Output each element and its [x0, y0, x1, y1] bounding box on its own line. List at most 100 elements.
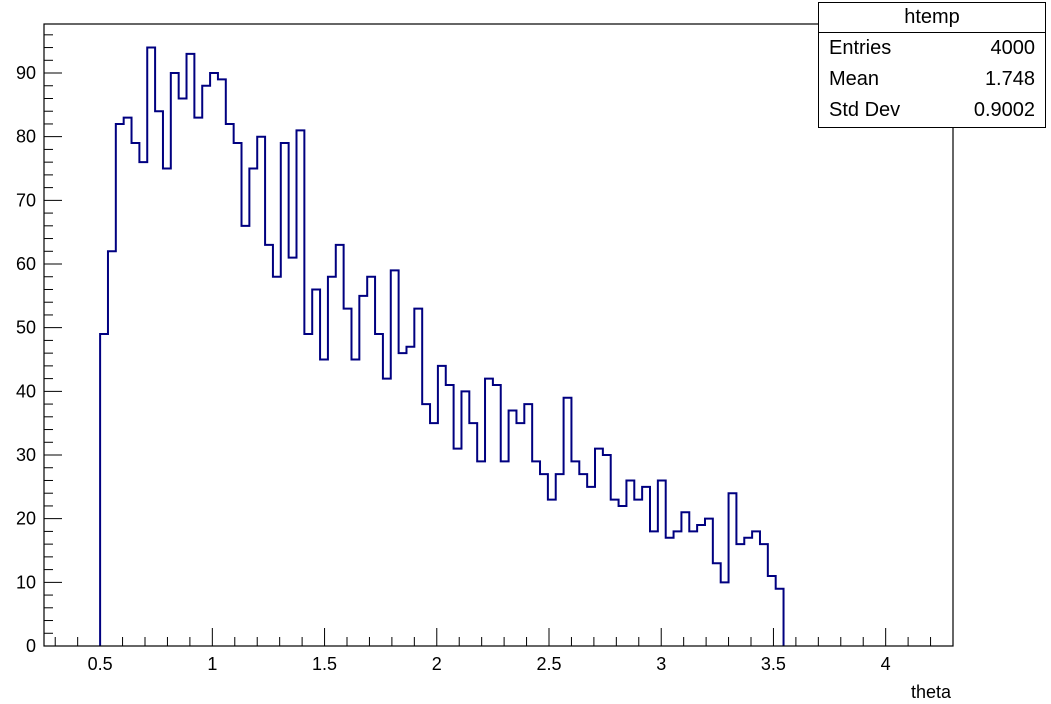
histogram-bin — [265, 245, 273, 646]
histogram-bin — [595, 449, 603, 646]
histogram-bin — [328, 277, 336, 646]
x-tick-label: 3.5 — [761, 654, 786, 674]
histogram-bin — [666, 538, 674, 646]
histogram-bin — [171, 73, 179, 646]
histogram-bin — [713, 563, 721, 646]
histogram-bin — [139, 162, 147, 646]
stats-row-entries: Entries 4000 — [819, 33, 1045, 64]
stats-row-mean: Mean 1.748 — [819, 64, 1045, 95]
histogram-bin — [422, 404, 430, 646]
stats-stddev-label: Std Dev — [829, 99, 901, 121]
histogram-bin — [281, 143, 289, 646]
histogram-bin — [249, 169, 257, 646]
histogram-bin — [218, 79, 226, 646]
histogram-bin — [509, 410, 517, 646]
x-tick-label: 4 — [881, 654, 891, 674]
histogram-bin — [579, 474, 587, 646]
histogram-bin — [477, 461, 485, 646]
histogram-bin — [752, 531, 760, 646]
histogram-bin — [461, 391, 469, 646]
x-tick-label: 2.5 — [536, 654, 561, 674]
histogram-bin — [532, 461, 540, 646]
histogram-bin — [564, 398, 572, 646]
histogram-bin — [391, 270, 399, 646]
histogram-bin — [242, 226, 250, 646]
histogram-bin — [603, 455, 611, 646]
histogram-bin — [202, 86, 210, 646]
histogram-bin — [383, 379, 391, 646]
histogram-bin — [406, 347, 414, 646]
histogram-bin — [108, 251, 116, 646]
stats-row-stddev: Std Dev 0.9002 — [819, 95, 1045, 126]
histogram-bin — [312, 289, 320, 646]
stats-box: htemp Entries 4000 Mean 1.748 Std Dev 0.… — [818, 2, 1046, 128]
histogram-bin — [187, 54, 195, 646]
histogram-bin — [697, 525, 705, 646]
histogram-bin — [273, 277, 281, 646]
histogram-bin — [650, 531, 658, 646]
histogram-bin — [485, 379, 493, 646]
y-tick-label: 0 — [26, 636, 36, 656]
plot-frame — [43, 23, 954, 647]
histogram-bin — [587, 487, 595, 646]
y-tick-label: 60 — [16, 254, 36, 274]
histogram-bin — [611, 500, 619, 646]
stats-entries-value: 4000 — [990, 37, 1036, 59]
histogram-bin — [304, 334, 312, 646]
histogram-bin — [729, 493, 737, 646]
histogram-bin — [626, 480, 634, 646]
histogram-bin — [469, 423, 477, 646]
histogram-bin — [155, 111, 163, 646]
histogram-bin — [516, 423, 524, 646]
y-tick-label: 20 — [16, 509, 36, 529]
histogram-bin — [234, 143, 242, 646]
histogram-bin — [297, 130, 305, 646]
histogram-bin — [194, 118, 202, 646]
histogram-bin — [571, 461, 579, 646]
histogram-bin — [375, 334, 383, 646]
histogram-bin — [674, 531, 682, 646]
histogram-bin — [760, 544, 768, 646]
histogram-bin — [351, 360, 359, 646]
histogram-bin — [768, 576, 776, 646]
y-tick-label: 70 — [16, 190, 36, 210]
stats-entries-label: Entries — [829, 37, 892, 59]
x-tick-label: 2 — [432, 654, 442, 674]
stats-mean-label: Mean — [829, 68, 880, 90]
histogram-bin — [257, 137, 265, 646]
x-axis-title: theta — [911, 682, 952, 702]
histogram-bin — [681, 512, 689, 646]
histogram-bin — [179, 98, 187, 646]
histogram-bin — [556, 474, 564, 646]
histogram-bin — [226, 124, 234, 646]
histogram-bin — [320, 360, 328, 646]
histogram-bin — [642, 487, 650, 646]
stats-title: htemp — [819, 3, 1045, 33]
histogram-bin — [540, 474, 548, 646]
histogram-bin — [524, 404, 532, 646]
x-tick-label: 1.5 — [312, 654, 337, 674]
histogram-bin — [100, 334, 108, 646]
histogram-bin — [776, 589, 784, 646]
histogram-bin — [721, 582, 729, 646]
histogram-bin — [548, 500, 556, 646]
histogram-bin — [689, 531, 697, 646]
histogram-bin — [446, 385, 454, 646]
histogram-bin — [493, 385, 501, 646]
x-tick-label: 1 — [207, 654, 217, 674]
x-tick-label: 3 — [656, 654, 666, 674]
y-tick-label: 30 — [16, 445, 36, 465]
histogram-bin — [438, 366, 446, 646]
histogram-bin — [289, 258, 297, 646]
histogram-bin — [658, 480, 666, 646]
histogram-bin — [399, 353, 407, 646]
x-tick-label: 0.5 — [88, 654, 113, 674]
histogram-bin — [116, 124, 124, 646]
histogram-bin — [210, 73, 218, 646]
histogram-bin — [163, 169, 171, 646]
histogram-bin — [430, 423, 438, 646]
histogram-bin — [705, 519, 713, 646]
histogram-bin — [414, 309, 422, 646]
